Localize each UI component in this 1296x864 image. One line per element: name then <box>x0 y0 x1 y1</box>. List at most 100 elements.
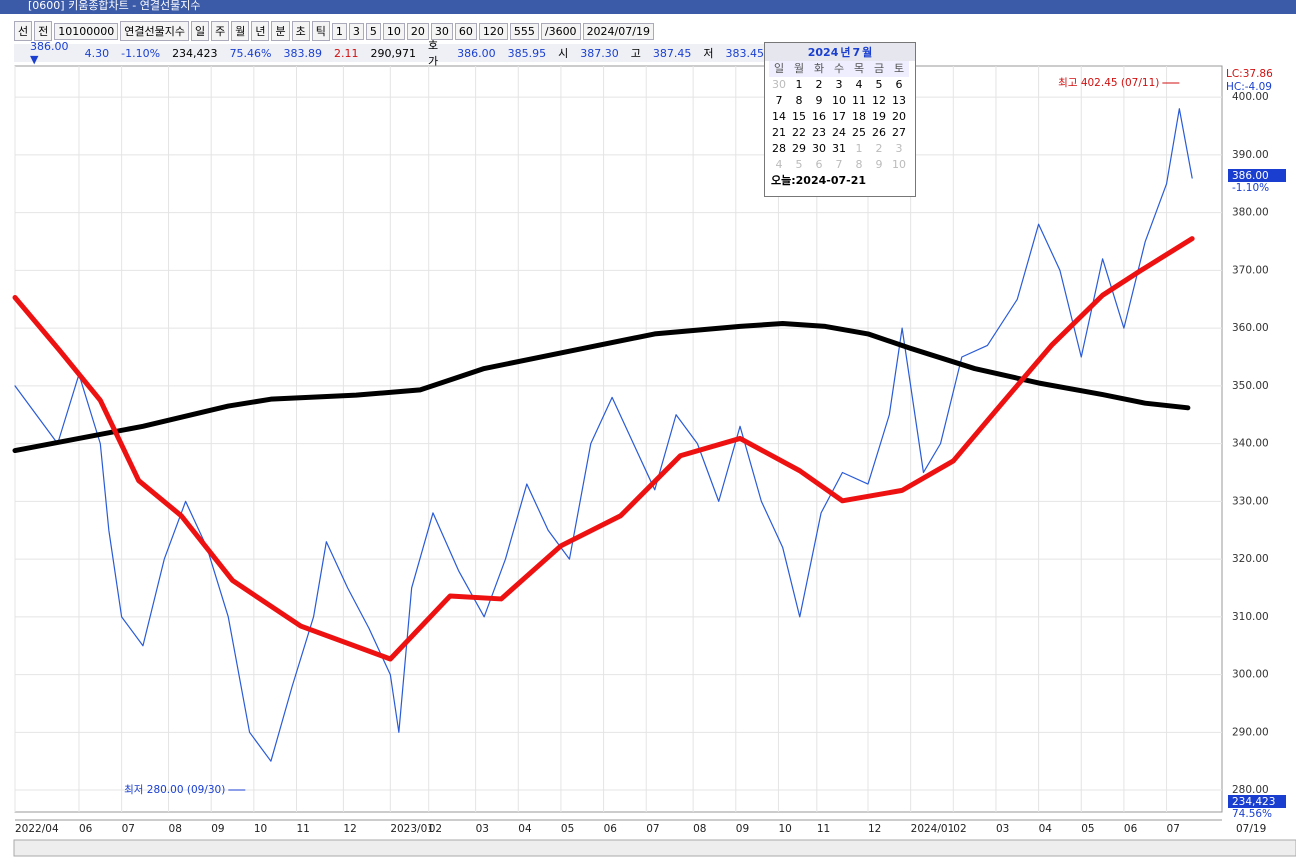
calendar-day[interactable]: 1 <box>795 78 803 91</box>
calendar-day[interactable]: 5 <box>795 158 803 171</box>
volume-pct-label: 74.56% <box>1232 808 1272 820</box>
toolbar-button[interactable]: 10 <box>382 22 405 40</box>
calendar-day[interactable]: 6 <box>815 158 823 171</box>
calendar-day[interactable]: 5 <box>875 78 883 91</box>
weekday: 목 <box>849 61 869 77</box>
calendar-day[interactable]: 10 <box>832 94 846 107</box>
calendar-day[interactable]: 25 <box>852 126 866 139</box>
toolbar-button[interactable]: 1 <box>331 22 347 40</box>
calendar-day[interactable]: 12 <box>872 94 886 107</box>
toolbar-button[interactable]: 5 <box>365 22 381 40</box>
calendar-day[interactable]: 8 <box>795 94 803 107</box>
toolbar-button[interactable]: 3 <box>348 22 364 40</box>
info-value: 75.46% <box>229 46 272 60</box>
lc-label: LC:37.86 <box>1226 68 1273 80</box>
calendar-day[interactable]: 4 <box>775 158 783 171</box>
y-tick-label: 280.00 <box>1232 784 1269 796</box>
calendar-day[interactable]: 21 <box>772 126 786 139</box>
toolbar-button[interactable]: 10100000 <box>54 22 119 40</box>
calendar-day[interactable]: 14 <box>772 110 786 123</box>
toolbar-button[interactable]: 틱 <box>311 21 330 41</box>
annotation: 최고 402.45 (07/11) <box>1058 77 1159 89</box>
month[interactable]: 7 <box>852 45 861 59</box>
calendar-day[interactable]: 29 <box>792 142 806 155</box>
toolbar-button[interactable]: 30 <box>430 22 453 40</box>
toolbar: 선 전 10100000 연결선물지수 일 주 월 년 분 초 틱 1 3 5 10 20 30 60 120 555… <box>14 20 654 42</box>
calendar-day[interactable]: 7 <box>775 94 783 107</box>
calendar-day[interactable]: 11 <box>852 94 866 107</box>
calendar-day[interactable]: 1 <box>855 142 863 155</box>
calendar-day[interactable]: 3 <box>835 78 843 91</box>
calendar-day[interactable]: 27 <box>892 126 906 139</box>
year-suffix: 년 <box>840 46 851 59</box>
info-value: 387.30 <box>580 46 619 60</box>
toolbar-button[interactable]: 일 <box>190 21 210 41</box>
y-tick-label: 300.00 <box>1232 669 1269 681</box>
info-value: 234,423 <box>172 46 218 60</box>
calendar-day[interactable]: 15 <box>792 110 806 123</box>
y-tick-label: 370.00 <box>1232 264 1269 276</box>
calendar-day[interactable]: 9 <box>875 158 883 171</box>
calendar-day[interactable]: 17 <box>832 110 846 123</box>
toolbar-button[interactable]: 전 <box>34 21 53 41</box>
line-series <box>12 321 1191 454</box>
x-tick-label: 12 <box>343 823 356 835</box>
x-tick-label: 06 <box>604 823 618 835</box>
info-value: 383.45 <box>725 46 765 60</box>
calendar-day[interactable]: 7 <box>835 158 843 171</box>
calendar-day[interactable]: 3 <box>895 142 903 155</box>
calendar-day[interactable]: 13 <box>892 94 906 107</box>
weekday: 토 <box>889 61 909 77</box>
calendar-day[interactable]: 24 <box>832 126 846 139</box>
toolbar-button[interactable]: 선 <box>14 21 33 41</box>
calendar-day[interactable]: 22 <box>792 126 806 139</box>
calendar-day[interactable]: 6 <box>895 78 903 91</box>
calendar-day[interactable]: 28 <box>772 142 786 155</box>
calendar-day[interactable]: 8 <box>855 158 863 171</box>
y-tick-label: 310.00 <box>1232 611 1269 623</box>
toolbar-button[interactable]: 월 <box>231 21 250 41</box>
calendar-day[interactable]: 2 <box>815 78 823 91</box>
calendar-day[interactable]: 30 <box>812 142 826 155</box>
toolbar-button[interactable]: 2024/07/19 <box>582 22 654 40</box>
toolbar-button[interactable]: 년 <box>251 21 270 41</box>
toolbar-button[interactable]: 초 <box>291 21 310 41</box>
info-value: 386.00 ▼ <box>30 40 69 66</box>
x-tick-label: 07 <box>1167 823 1180 835</box>
calendar-day[interactable]: 16 <box>812 110 826 123</box>
calendar-today[interactable]: 오늘:2024-07-21 <box>771 174 867 187</box>
calendar-day[interactable]: 4 <box>855 78 863 91</box>
toolbar-button[interactable]: 20 <box>406 22 429 40</box>
y-tick-label: 350.00 <box>1232 380 1269 392</box>
x-tick-label: 04 <box>518 823 532 835</box>
toolbar-button[interactable]: /3600 <box>540 22 581 40</box>
year[interactable]: 2024 <box>807 45 839 59</box>
y-tick-label: 400.00 <box>1232 91 1269 103</box>
calendar-day[interactable]: 18 <box>852 110 866 123</box>
calendar-day[interactable]: 9 <box>815 94 823 107</box>
toolbar-button[interactable]: 60 <box>454 22 477 40</box>
calendar-day[interactable]: 2 <box>875 142 883 155</box>
toolbar-button[interactable]: 분 <box>271 21 290 41</box>
title-bar: [0600] 키움종합차트 - 연결선물지수 <box>0 0 1296 14</box>
volume-label: 234,423 <box>1232 796 1275 808</box>
calendar-day[interactable]: 31 <box>832 142 846 155</box>
x-tick-label: 02 <box>429 823 442 835</box>
calendar-day[interactable]: 10 <box>892 158 906 171</box>
toolbar-button[interactable]: 주 <box>211 21 230 41</box>
month-suffix: 월 <box>862 46 873 59</box>
calendar-day[interactable]: 19 <box>872 110 886 123</box>
x-tick-label: 11 <box>817 823 830 835</box>
calendar-day[interactable]: 26 <box>872 126 886 139</box>
toolbar-button[interactable]: 555 <box>509 22 539 40</box>
info-value: 2.11 <box>334 46 359 60</box>
calendar-day[interactable]: 23 <box>812 126 826 139</box>
line-series <box>12 236 1195 662</box>
calendar-day[interactable]: 30 <box>772 78 786 91</box>
toolbar-button[interactable]: 연결선물지수 <box>120 21 189 41</box>
calendar-day[interactable]: 20 <box>892 110 906 123</box>
weekday: 수 <box>829 61 849 77</box>
toolbar-button[interactable]: 120 <box>478 22 508 40</box>
x-tick-label: 10 <box>778 823 791 835</box>
